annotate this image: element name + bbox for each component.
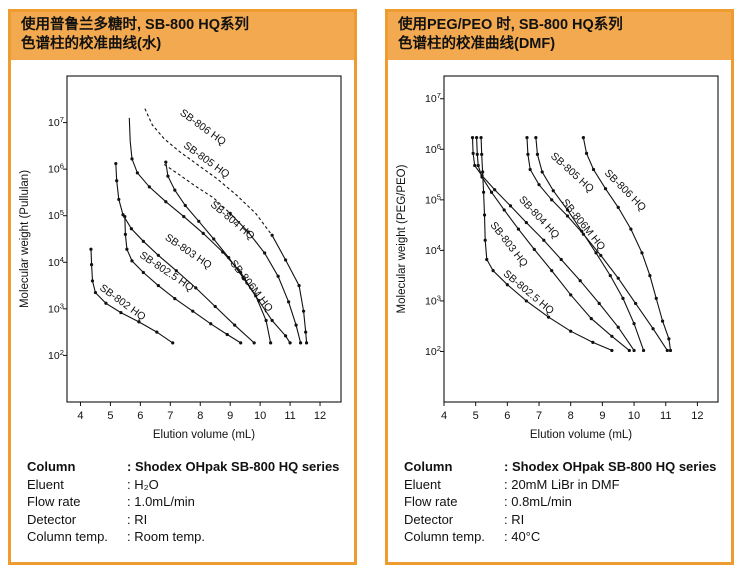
svg-text:7: 7: [167, 410, 173, 422]
svg-text:5: 5: [107, 410, 113, 422]
info-label: Detector: [404, 511, 454, 527]
info-label: Eluent: [27, 476, 64, 492]
svg-text:Elution volume (mL): Elution volume (mL): [530, 429, 632, 441]
svg-text:SB-802.5 HQ: SB-802.5 HQ: [501, 268, 557, 317]
info-value: : 20mM LiBr in DMF: [504, 476, 620, 492]
svg-text:6: 6: [504, 410, 510, 422]
header-line-1: 使用普鲁兰多糖时, SB-800 HQ系列: [21, 17, 249, 33]
info-block-dmf: Column : Shodex OHpak SB-800 HQ series E…: [404, 458, 721, 546]
svg-text:104: 104: [48, 255, 64, 269]
svg-text:SB-803 HQ: SB-803 HQ: [488, 220, 531, 270]
svg-text:5: 5: [473, 410, 479, 422]
header-line-2: 色谱柱的校准曲线(DMF): [398, 36, 556, 53]
info-value: : RI: [504, 511, 525, 527]
svg-text:107: 107: [425, 91, 441, 105]
svg-text:SB-806M HQ: SB-806M HQ: [559, 197, 608, 253]
svg-text:103: 103: [425, 294, 441, 308]
svg-text:Elution volume (mL): Elution volume (mL): [153, 429, 255, 441]
info-value: : Shodex OHpak SB-800 HQ series: [127, 459, 340, 475]
info-row-eluent: Eluent : 20mM LiBr in DMF: [404, 476, 721, 494]
info-value: : 40°C: [504, 529, 541, 545]
info-row-flow-rate: Flow rate : 0.8mL/min: [404, 493, 721, 511]
info-row-detector: Detector : RI: [27, 511, 344, 529]
svg-text:SB-804 HQ: SB-804 HQ: [516, 194, 561, 241]
calibration-chart-dmf: 4 5 6 7 8 9 10 11 12 Elution volume (mL) 102 103 104…: [396, 75, 719, 441]
info-row-column-temp: Column temp. : 40°C: [404, 528, 721, 546]
info-value: : RI: [127, 511, 148, 527]
panel-header-dmf: 使用PEG/PEO 时, SB-800 HQ系列 色谱柱的校准曲线(DMF): [388, 12, 731, 61]
info-label: Eluent: [404, 476, 441, 492]
svg-text:9: 9: [227, 410, 233, 422]
svg-text:4: 4: [77, 410, 83, 422]
svg-text:10: 10: [254, 410, 266, 422]
panel-header-water: 使用普鲁兰多糖时, SB-800 HQ系列 色谱柱的校准曲线(水): [11, 12, 354, 61]
info-row-column-temp: Column temp. : Room temp.: [27, 528, 344, 546]
svg-text:8: 8: [568, 410, 574, 422]
info-value: : 1.0mL/min: [127, 494, 195, 510]
info-label: Column temp.: [27, 529, 108, 545]
info-label: Flow rate: [404, 494, 458, 510]
info-label: Column temp.: [404, 529, 485, 545]
svg-text:105: 105: [425, 193, 441, 207]
svg-text:104: 104: [425, 243, 441, 257]
info-value: : Shodex OHpak SB-800 HQ series: [504, 459, 717, 475]
panel-calibration-water: 使用普鲁兰多糖时, SB-800 HQ系列 色谱柱的校准曲线(水) 4 5 6 7 8 9…: [8, 9, 357, 565]
svg-text:105: 105: [48, 208, 64, 222]
header-line-1: 使用PEG/PEO 时, SB-800 HQ系列: [398, 17, 623, 33]
info-label: Detector: [27, 511, 77, 527]
info-label: Column: [404, 459, 453, 475]
info-value: : Room temp.: [127, 529, 206, 545]
info-row-detector: Detector : RI: [404, 511, 721, 529]
svg-text:10: 10: [628, 410, 640, 422]
header-line-2: 色谱柱的校准曲线(水): [21, 36, 162, 53]
chart-area-water: 4 5 6 7 8 9 10 11 12 Elution volume (mL) 102 103 104…: [17, 68, 352, 448]
info-block-water: Column : Shodex OHpak SB-800 HQ series E…: [27, 458, 344, 546]
info-label: Column: [27, 459, 76, 475]
info-label: Flow rate: [27, 494, 81, 510]
info-row-flow-rate: Flow rate : 1.0mL/min: [27, 493, 344, 511]
svg-text:12: 12: [691, 410, 703, 422]
svg-text:12: 12: [314, 410, 326, 422]
svg-text:SB-806 HQ: SB-806 HQ: [178, 107, 229, 148]
info-row-column: Column : Shodex OHpak SB-800 HQ series: [27, 458, 344, 476]
panel-calibration-dmf: 使用PEG/PEO 时, SB-800 HQ系列 色谱柱的校准曲线(DMF) 4…: [385, 9, 734, 565]
svg-text:SB-806 HQ: SB-806 HQ: [602, 167, 648, 213]
svg-text:SB-804 HQ: SB-804 HQ: [208, 199, 257, 243]
info-value: : H₂O: [127, 476, 159, 492]
svg-text:4: 4: [441, 410, 447, 422]
svg-text:SB-806M HQ: SB-806M HQ: [227, 258, 275, 315]
svg-text:103: 103: [48, 302, 64, 316]
svg-text:Molecular weight (Pullulan): Molecular weight (Pullulan): [19, 170, 31, 308]
svg-text:102: 102: [48, 348, 64, 362]
svg-text:SB-805 HQ: SB-805 HQ: [548, 150, 596, 195]
svg-text:106: 106: [425, 142, 441, 156]
svg-text:Molecular weight (PEG/PEO): Molecular weight (PEG/PEO): [396, 165, 408, 314]
svg-text:SB-805 HQ: SB-805 HQ: [181, 140, 232, 181]
info-row-column: Column : Shodex OHpak SB-800 HQ series: [404, 458, 721, 476]
info-value: : 0.8mL/min: [504, 494, 572, 510]
svg-text:8: 8: [197, 410, 203, 422]
svg-text:6: 6: [137, 410, 143, 422]
svg-text:7: 7: [536, 410, 542, 422]
svg-text:11: 11: [660, 410, 671, 422]
svg-text:106: 106: [48, 162, 64, 176]
chart-area-dmf: 4 5 6 7 8 9 10 11 12 Elution volume (mL) 102 103 104…: [394, 68, 729, 448]
svg-text:11: 11: [284, 410, 295, 422]
calibration-chart-water: 4 5 6 7 8 9 10 11 12 Elution volume (mL) 102 103 104…: [19, 75, 342, 441]
info-row-eluent: Eluent : H₂O: [27, 476, 344, 494]
svg-text:107: 107: [48, 115, 64, 129]
svg-text:102: 102: [425, 344, 441, 358]
svg-text:9: 9: [599, 410, 605, 422]
